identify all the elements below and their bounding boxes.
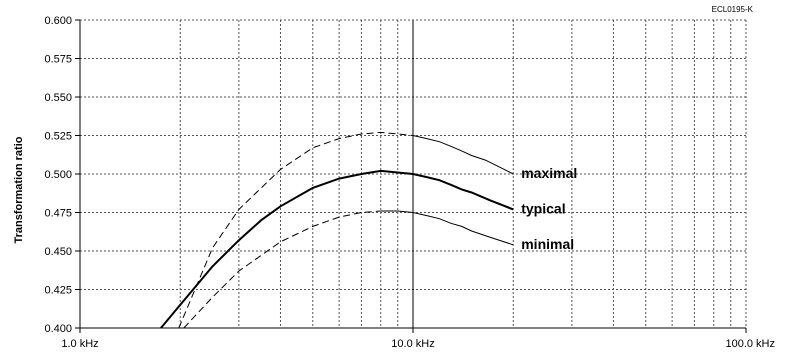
y-tick-label: 0.600 [44,15,72,27]
series-minimal-dashed [183,210,381,329]
x-tick-label: 10.0 kHz [391,338,434,350]
y-axis-label: Transformation ratio [13,136,25,243]
axes [75,19,747,333]
y-tick-label: 0.500 [44,169,72,181]
y-tick-label: 0.450 [44,246,72,258]
series-label-minimal: minimal [521,236,574,252]
figure-code-label: ECL0195-K [712,5,754,14]
series-label-maximal: maximal [521,165,577,181]
series-maximal-solid [412,135,514,175]
y-tick-label: 0.475 [44,208,72,220]
y-tick-label: 0.425 [44,285,72,297]
y-tick-label: 0.575 [44,54,72,66]
series-lines [160,131,514,329]
y-tick-label: 0.400 [44,323,72,335]
series-minimal-solid [380,210,514,246]
x-tick-label: 100.0 kHz [725,338,775,350]
series-label-typical: typical [521,200,565,216]
series-maximal-dashed [178,131,414,329]
y-tick-label: 0.525 [44,131,72,143]
labels: 0.400 0.425 0.450 0.475 0.500 0.525 0.550 0.575… [44,15,775,350]
y-tick-label: 0.550 [44,92,72,104]
series-typical-line [160,169,514,329]
x-tick-label: 1.0 kHz [61,338,98,350]
